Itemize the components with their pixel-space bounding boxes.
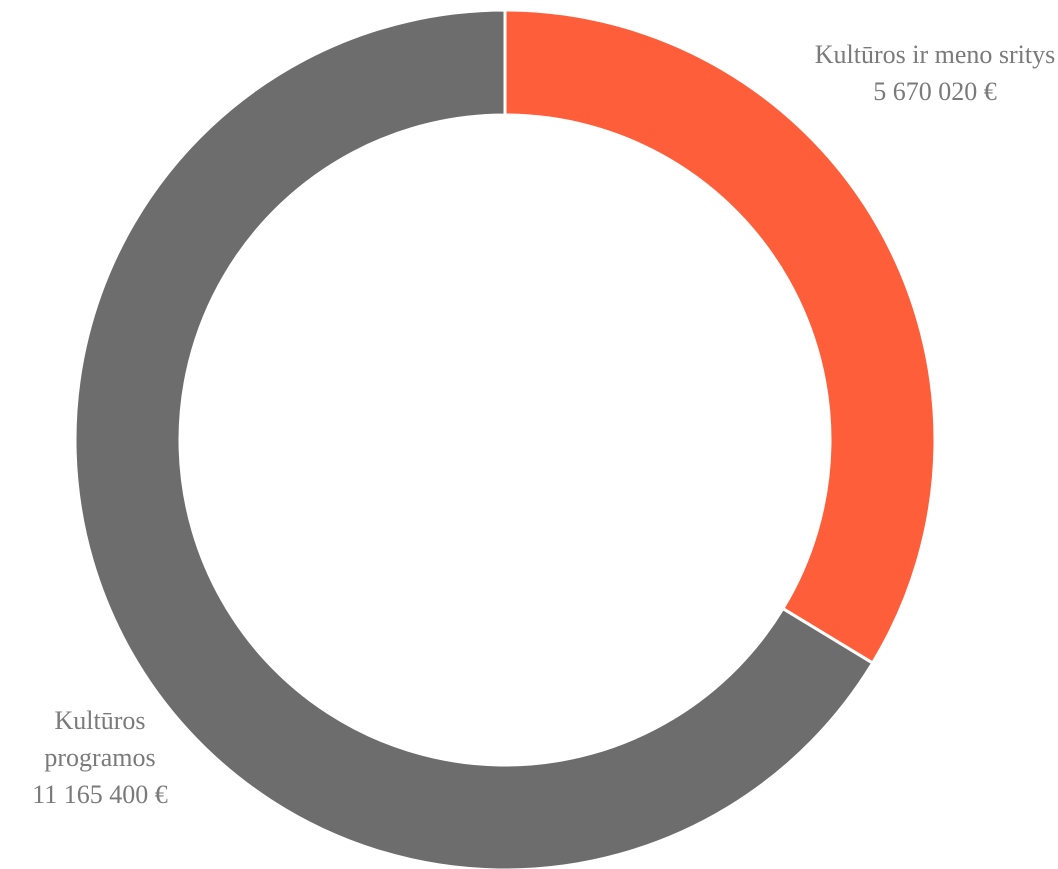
slice-label: Kultūros programos 11 165 400 €	[5, 702, 195, 813]
donut-slice	[503, 8, 937, 666]
value-label: 11 165 400 €	[32, 780, 168, 809]
category-label: Kultūros programos	[44, 706, 156, 772]
value-label: 5 670 020 €	[873, 77, 997, 106]
slice-label: Kultūros ir meno sritys 5 670 020 €	[810, 36, 1058, 110]
donut-slice	[73, 8, 875, 869]
category-label: Kultūros ir meno sritys	[814, 40, 1056, 69]
